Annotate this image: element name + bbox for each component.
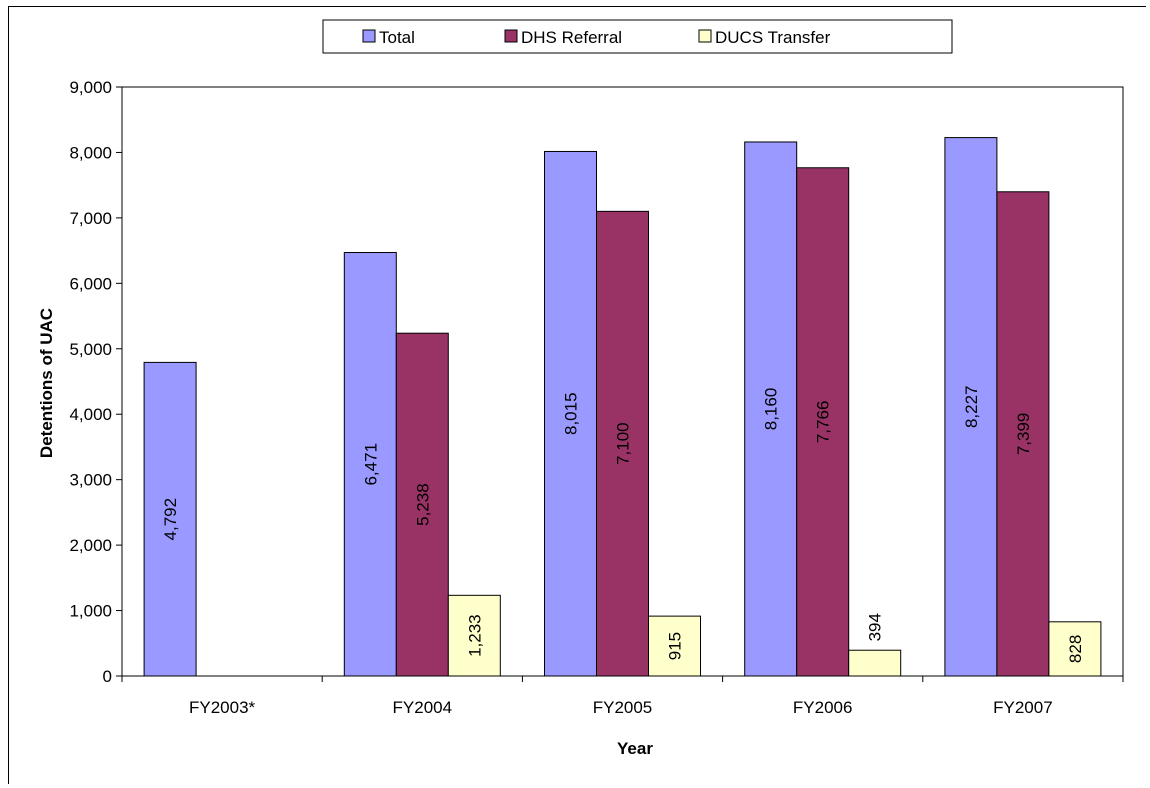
x-tick-label: FY2005 <box>593 698 653 717</box>
bar-ducs-transfer <box>848 649 902 677</box>
y-axis: 0 1,000 2,000 3,000 4,000 5,000 6,000 7,000 8,00… <box>69 78 122 686</box>
bar-total <box>143 361 197 677</box>
data-label: 8,160 <box>762 388 781 431</box>
legend-swatch-ducs-transfer <box>698 29 712 43</box>
y-tick-label: 9,000 <box>69 78 112 97</box>
bar-dhs-referral <box>996 191 1050 677</box>
y-axis-title: Detentions of UAC <box>37 308 56 458</box>
chart-frame <box>8 6 1146 784</box>
data-label: 394 <box>866 613 885 641</box>
legend-swatch-dhs-referral <box>504 29 518 43</box>
bar-dhs-referral <box>796 167 850 677</box>
bar-dhs-referral <box>395 332 449 677</box>
legend-box <box>322 19 953 54</box>
x-tick-label: FY2006 <box>793 698 853 717</box>
data-label: 8,015 <box>562 392 581 435</box>
data-label: 7,100 <box>614 422 633 465</box>
data-label: 7,766 <box>814 401 833 444</box>
y-tick-label: 6,000 <box>69 274 112 293</box>
data-label: 4,792 <box>161 498 180 541</box>
data-label: 828 <box>1066 635 1085 663</box>
legend-label-total: Total <box>379 28 415 47</box>
y-tick-label: 7,000 <box>69 209 112 228</box>
x-tick-label: FY2003* <box>189 698 256 717</box>
data-label: 7,399 <box>1014 413 1033 456</box>
bar-total <box>944 137 998 677</box>
bar-ducs-transfer <box>1048 621 1102 677</box>
y-tick-label: 0 <box>103 667 112 686</box>
y-tick-label: 4,000 <box>69 405 112 424</box>
legend-swatch-total <box>362 29 376 43</box>
x-tick-label: FY2004 <box>393 698 453 717</box>
data-label: 1,233 <box>465 614 484 657</box>
x-tick-label: FY2007 <box>993 698 1053 717</box>
x-axis-title: Year <box>617 739 653 758</box>
y-tick-label: 2,000 <box>69 536 112 555</box>
x-axis: FY2003* FY2004 FY2005 FY2006 FY2007 <box>121 676 1124 717</box>
bar-ducs-transfer <box>447 594 501 677</box>
data-label: 6,471 <box>361 443 380 486</box>
y-tick-label: 5,000 <box>69 340 112 359</box>
data-label: 5,238 <box>413 483 432 526</box>
bar-ducs-transfer <box>648 615 701 677</box>
legend: Total DHS Referral DUCS Transfer <box>322 19 953 54</box>
legend-label-ducs-transfer: DUCS Transfer <box>715 28 831 47</box>
y-tick-label: 3,000 <box>69 471 112 490</box>
bars: 4,792 6,471 8,015 8,160 8,227 5,238 7,100 7,766… <box>143 137 1102 677</box>
bar-total <box>744 141 798 677</box>
y-tick-label: 8,000 <box>69 143 112 162</box>
bar-dhs-referral <box>596 210 649 677</box>
data-label: 915 <box>666 632 685 660</box>
y-tick-label: 1,000 <box>69 602 112 621</box>
legend-label-dhs-referral: DHS Referral <box>521 28 622 47</box>
data-label: 8,227 <box>962 386 981 429</box>
